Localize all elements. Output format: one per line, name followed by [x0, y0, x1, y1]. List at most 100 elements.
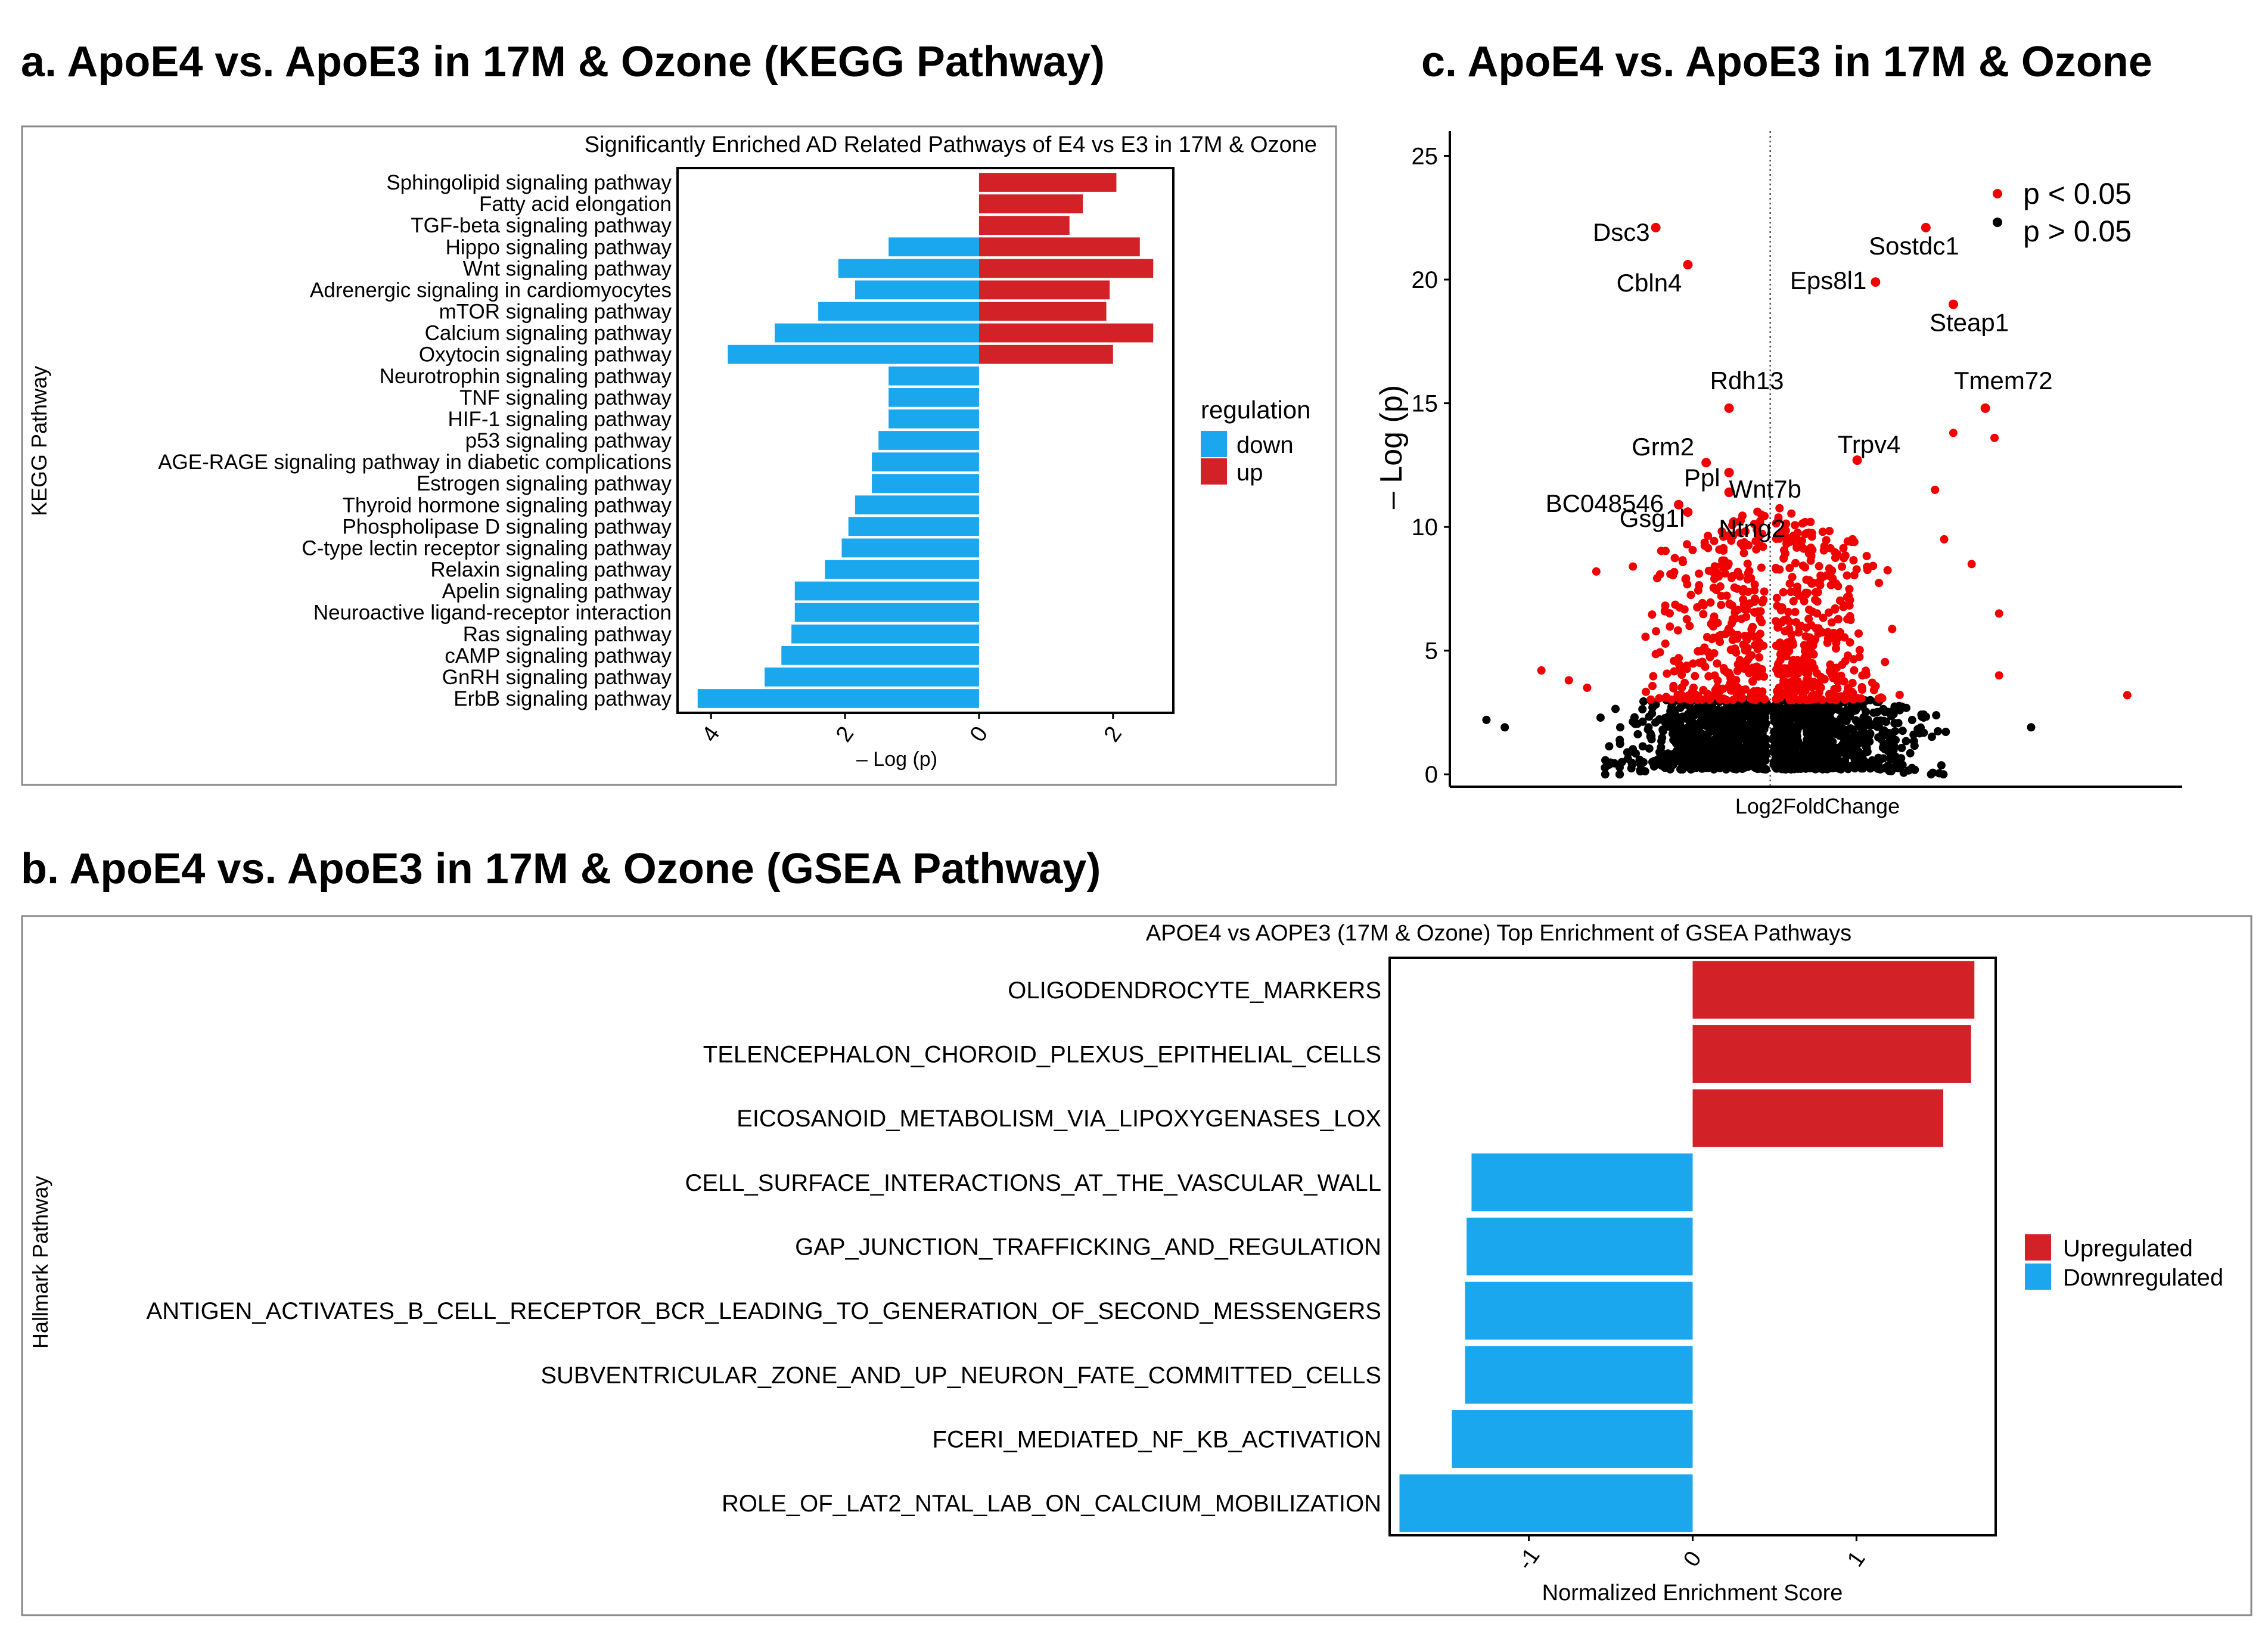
- bar-down-20: [794, 603, 979, 622]
- gene-point-sig: [1736, 693, 1745, 701]
- gene-point-sig: [1861, 666, 1870, 675]
- gene-point-sig: [1732, 648, 1741, 657]
- gene-point-ns: [1657, 737, 1666, 746]
- gene-point-sig: [1753, 689, 1761, 698]
- gene-point-sig: [1720, 666, 1729, 675]
- gene-point-ns: [1815, 732, 1824, 741]
- gene-point-sig: [1804, 669, 1813, 678]
- gene-point-ns: [1878, 729, 1887, 738]
- gene-point-sig: [1735, 572, 1744, 581]
- gene-point-sig: [1807, 620, 1816, 629]
- gene-point-sig: [1778, 603, 1787, 612]
- gene-point-sig: [1751, 641, 1760, 650]
- gene-point-ns: [1702, 729, 1711, 738]
- bar-down-18: [825, 560, 979, 579]
- gene-point-sig: [1704, 566, 1713, 575]
- gene-point-ns: [1700, 747, 1709, 756]
- gene-point-ns: [1848, 732, 1857, 741]
- gene-point-sig: [1695, 581, 1704, 590]
- bar-up-0: [978, 173, 1117, 192]
- gene-point-sig: [1789, 672, 1798, 681]
- gene-point-sig: [1813, 609, 1822, 618]
- category-label: Calcium signaling pathway: [425, 322, 672, 345]
- gene-point-sig: [1690, 690, 1699, 699]
- gene-point-sig: [1649, 672, 1658, 681]
- gene-point-ns: [1941, 727, 1950, 736]
- bar-down-4: [838, 259, 979, 278]
- gene-point-ns: [1632, 749, 1641, 758]
- gene-point-ns: [1713, 728, 1722, 737]
- gene-point-sig: [1752, 545, 1761, 554]
- gene-point-sig: [1699, 610, 1708, 619]
- bar-up-8: [978, 344, 1113, 364]
- panel-c-y-axis-label: – Log (p): [1374, 385, 1409, 509]
- bar-down-7: [775, 323, 979, 343]
- gene-point-sig: [1786, 689, 1795, 698]
- gene-point-sig: [1883, 566, 1892, 575]
- gene-point-sig: [1855, 653, 1864, 662]
- gene-point-sig: [1809, 579, 1817, 588]
- gene-point-sig: [1816, 683, 1825, 692]
- gene-point-ns: [1623, 755, 1632, 763]
- gene-point-ns: [1823, 731, 1832, 740]
- bar-down-6: [818, 302, 979, 321]
- gene-point-sig: [1804, 614, 1813, 623]
- category-label: ROLE_OF_LAT2_NTAL_LAB_ON_CALCIUM_MOBILIZ…: [722, 1491, 1381, 1517]
- gene-point-sig: [1747, 574, 1756, 583]
- gene-point-sig: [1629, 562, 1638, 571]
- gene-point-sig: [1773, 660, 1782, 669]
- gene-point-ns: [1927, 732, 1936, 741]
- gene-point-sig: [1716, 631, 1725, 640]
- category-label: Thyroid hormone signaling pathway: [342, 493, 672, 517]
- gene-point-ns: [1759, 742, 1768, 751]
- gene-point-sig: [1775, 504, 1784, 513]
- category-label: HIF-1 signaling pathway: [448, 408, 672, 431]
- category-label: GnRH signaling pathway: [442, 666, 672, 689]
- gene-point-ns: [1859, 734, 1868, 743]
- gene-point-ns: [1669, 718, 1678, 727]
- labeled-gene-point: [1683, 507, 1693, 517]
- gene-label: Wnt7b: [1729, 475, 1801, 503]
- gene-point-sig: [1775, 642, 1784, 651]
- gene-point-sig: [1772, 563, 1781, 572]
- legend-marker-significant: [1993, 189, 2002, 198]
- bar-5: [1465, 1281, 1693, 1340]
- bar-down-13: [872, 452, 979, 471]
- gene-point-sig: [1819, 546, 1828, 555]
- gene-point-ns: [1645, 744, 1654, 753]
- gene-point-sig: [1759, 641, 1768, 650]
- gene-point-ns: [1808, 724, 1817, 732]
- gene-point-sig: [1740, 663, 1749, 672]
- gene-point-sig: [1739, 595, 1748, 604]
- bar-up-3: [978, 237, 1140, 257]
- bar-down-12: [878, 431, 979, 450]
- gene-point-ns: [1682, 735, 1691, 744]
- gene-point-sig: [1819, 572, 1828, 581]
- labeled-gene-point: [1683, 260, 1693, 270]
- legend-swatch-down: [1201, 431, 1227, 457]
- panel-a-x-axis-label: – Log (p): [856, 748, 937, 771]
- y-tick-label: 5: [1425, 638, 1438, 665]
- labeled-gene-point: [1729, 517, 1739, 527]
- bar-down-10: [888, 387, 979, 407]
- gene-point-sig: [1823, 634, 1832, 643]
- gene-point-sig: [1869, 561, 1878, 570]
- gene-point-sig: [1826, 544, 1835, 552]
- gene-point-ns: [1795, 760, 1804, 769]
- panel-c-heading: c. ApoE4 vs. ApoE3 in 17M & Ozone: [1421, 38, 2152, 86]
- gene-point-ns: [1793, 726, 1802, 735]
- gene-point-ns: [1723, 705, 1732, 714]
- panel-c-points: [1482, 222, 2132, 779]
- gene-point-sig: [1813, 588, 1822, 597]
- gene-point-ns: [1932, 711, 1941, 720]
- bar-down-17: [841, 538, 979, 558]
- gene-point-sig: [1782, 519, 1791, 528]
- gene-point-sig: [1735, 656, 1744, 665]
- gene-point-sig: [1712, 585, 1721, 594]
- gene-point-sig: [1949, 429, 1958, 437]
- gene-point-ns: [1738, 756, 1747, 765]
- gene-point-sig: [1661, 693, 1670, 702]
- gene-point-ns: [1826, 707, 1835, 716]
- gene-point-ns: [1738, 765, 1747, 774]
- gene-point-ns: [1806, 705, 1815, 714]
